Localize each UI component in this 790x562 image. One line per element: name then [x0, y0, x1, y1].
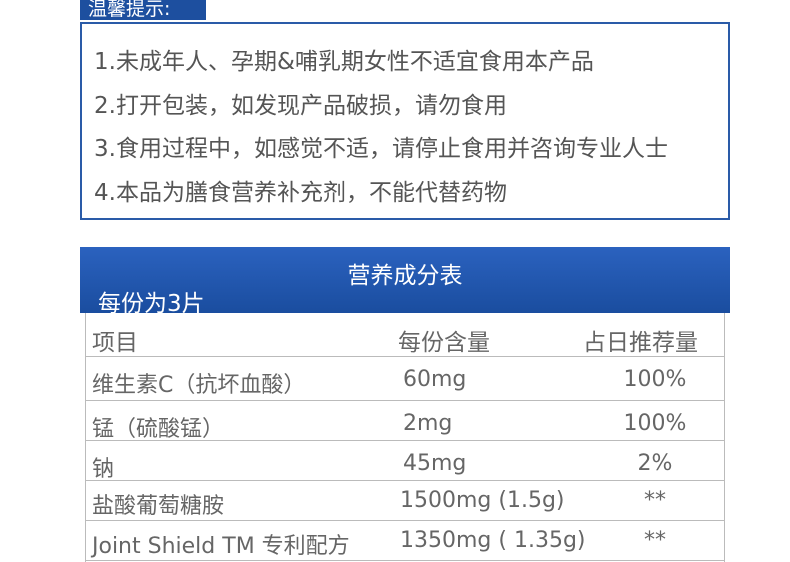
- table-cell: 60mg: [403, 367, 467, 392]
- table-cell: 100%: [623, 411, 687, 436]
- row-divider: [85, 400, 725, 401]
- notice-box: [80, 22, 730, 220]
- row-divider: [85, 440, 725, 441]
- column-header: 项目: [92, 330, 138, 356]
- row-divider: [85, 520, 725, 521]
- table-cell: 1350mg ( 1.35g): [400, 528, 586, 553]
- table-cell: Joint Shield TM 专利配方: [92, 534, 350, 559]
- row-divider: [85, 560, 725, 561]
- notice-item: 3.食用过程中，如感觉不适，请停止食用并咨询专业人士: [94, 136, 668, 162]
- notice-title: 温馨提示:: [80, 0, 206, 20]
- table-cell: 维生素C（抗坏血酸）: [92, 373, 306, 398]
- notice-item: 4.本品为膳食营养补充剂，不能代替药物: [94, 179, 507, 206]
- table-cell: 2%: [637, 451, 673, 476]
- table-title: 营养成分表: [347, 263, 463, 289]
- row-divider: [85, 480, 725, 481]
- row-divider: [85, 356, 725, 357]
- column-header: 占日推荐量: [583, 330, 698, 356]
- table-cell: 2mg: [403, 411, 453, 436]
- table-body: [85, 313, 725, 562]
- table-cell: 100%: [623, 367, 687, 392]
- table-cell: 45mg: [403, 451, 467, 476]
- table-header-bar: [80, 247, 730, 313]
- table-cell: **: [644, 488, 666, 513]
- table-cell: **: [644, 528, 666, 553]
- table-cell: 钠: [92, 457, 115, 482]
- column-header: 每份含量: [398, 330, 490, 356]
- serving-size: 每份为3片: [98, 291, 205, 317]
- notice-item: 1.未成年人、孕期&哺乳期女性不适宜食用本产品: [94, 49, 594, 75]
- table-cell: 1500mg (1.5g): [400, 488, 565, 513]
- table-cell: 盐酸葡萄糖胺: [92, 494, 225, 519]
- notice-item: 2.打开包装，如发现产品破损，请勿食用: [94, 92, 507, 119]
- table-cell: 锰（硫酸锰）: [92, 417, 225, 442]
